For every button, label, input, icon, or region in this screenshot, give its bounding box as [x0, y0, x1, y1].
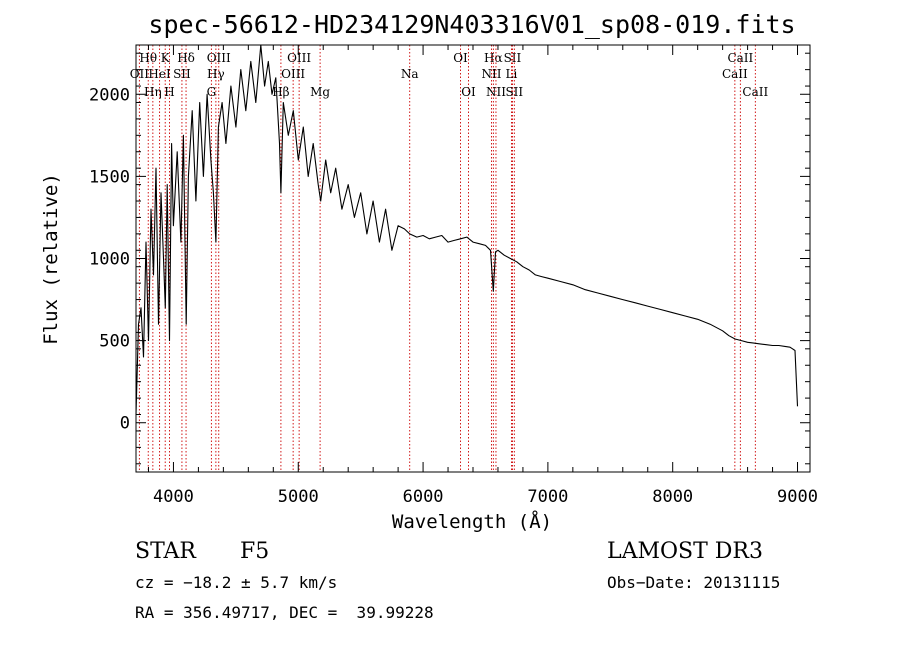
x-tick-label: 5000: [278, 487, 319, 507]
x-tick-label: 6000: [403, 487, 444, 507]
chart-title: spec-56612-HD234129N403316V01_sp08-019.f…: [148, 10, 795, 39]
spectral-line-label: HeI: [148, 67, 171, 81]
y-tick-label: 500: [99, 332, 130, 352]
redshift-velocity: cz = −18.2 ± 5.7 km/s: [135, 573, 338, 592]
spectral-line-label: OII: [130, 67, 150, 81]
x-axis-label: Wavelength (Å): [392, 510, 552, 533]
object-subclass: F5: [240, 539, 270, 564]
spectrum-trace-layer: [135, 44, 799, 415]
axis-ticks-layer: 4000 5000 6000 7000 8000 9000 0 500 1000 1500 2000: [89, 45, 818, 507]
spectral-line-label: K: [161, 51, 171, 65]
y-tick-label: 0: [120, 414, 130, 434]
spectral-lines-layer: Hθ OII Hη HeI K H Hδ SII OIII Hγ G OIII OIII Hβ Mg Na OI…: [130, 45, 768, 472]
x-tick-label: 9000: [777, 487, 818, 507]
spectral-line-label: SII: [504, 51, 522, 65]
spectral-line-label: Hη: [144, 85, 162, 99]
spectral-line-label: H: [164, 85, 174, 99]
spectral-line-label: OIII: [207, 51, 231, 65]
observation-date: Obs−Date: 20131115: [607, 573, 781, 592]
spectral-line-label: NII: [481, 67, 501, 81]
spectral-line-label: OI: [461, 85, 476, 99]
spectral-line-label: Hθ: [139, 51, 157, 65]
spectral-line-label: OIII: [287, 51, 311, 65]
spectral-line-label: Hδ: [177, 51, 195, 65]
spectral-line-label: CaII: [722, 67, 748, 81]
object-class: STAR: [135, 539, 196, 564]
spectral-line-label: Mg: [310, 85, 330, 99]
x-tick-label: 4000: [153, 487, 194, 507]
spectral-line-label: OIII: [281, 67, 305, 81]
spectral-line-label: OI: [453, 51, 468, 65]
spectral-line-label: Hβ: [272, 85, 289, 99]
y-tick-label: 1000: [89, 250, 130, 270]
sky-coordinates: RA = 356.49717, DEC = 39.99228: [135, 603, 434, 622]
y-tick-label: 1500: [89, 167, 130, 187]
spectrum-trace: [135, 44, 799, 415]
spectral-line-label: Li: [506, 67, 518, 81]
spectral-line-label: Na: [401, 67, 419, 81]
spectral-line-label: G: [207, 85, 217, 99]
spectral-line-label: Hα: [484, 51, 503, 65]
spectrum-chart: spec-56612-HD234129N403316V01_sp08-019.f…: [40, 10, 818, 533]
spectral-line-label: SII: [505, 85, 523, 99]
spectral-line-label: CaII: [727, 51, 753, 65]
survey-name: LAMOST DR3: [607, 539, 763, 564]
spectral-line-label: SII: [173, 67, 191, 81]
x-tick-label: 7000: [527, 487, 568, 507]
y-tick-label: 2000: [89, 85, 130, 105]
y-axis-label: Flux (relative): [40, 173, 62, 345]
spectral-line-label: NII: [486, 85, 506, 99]
spectral-line-label: CaII: [742, 85, 768, 99]
x-tick-label: 8000: [652, 487, 693, 507]
spectral-line-label: Hγ: [207, 67, 225, 81]
